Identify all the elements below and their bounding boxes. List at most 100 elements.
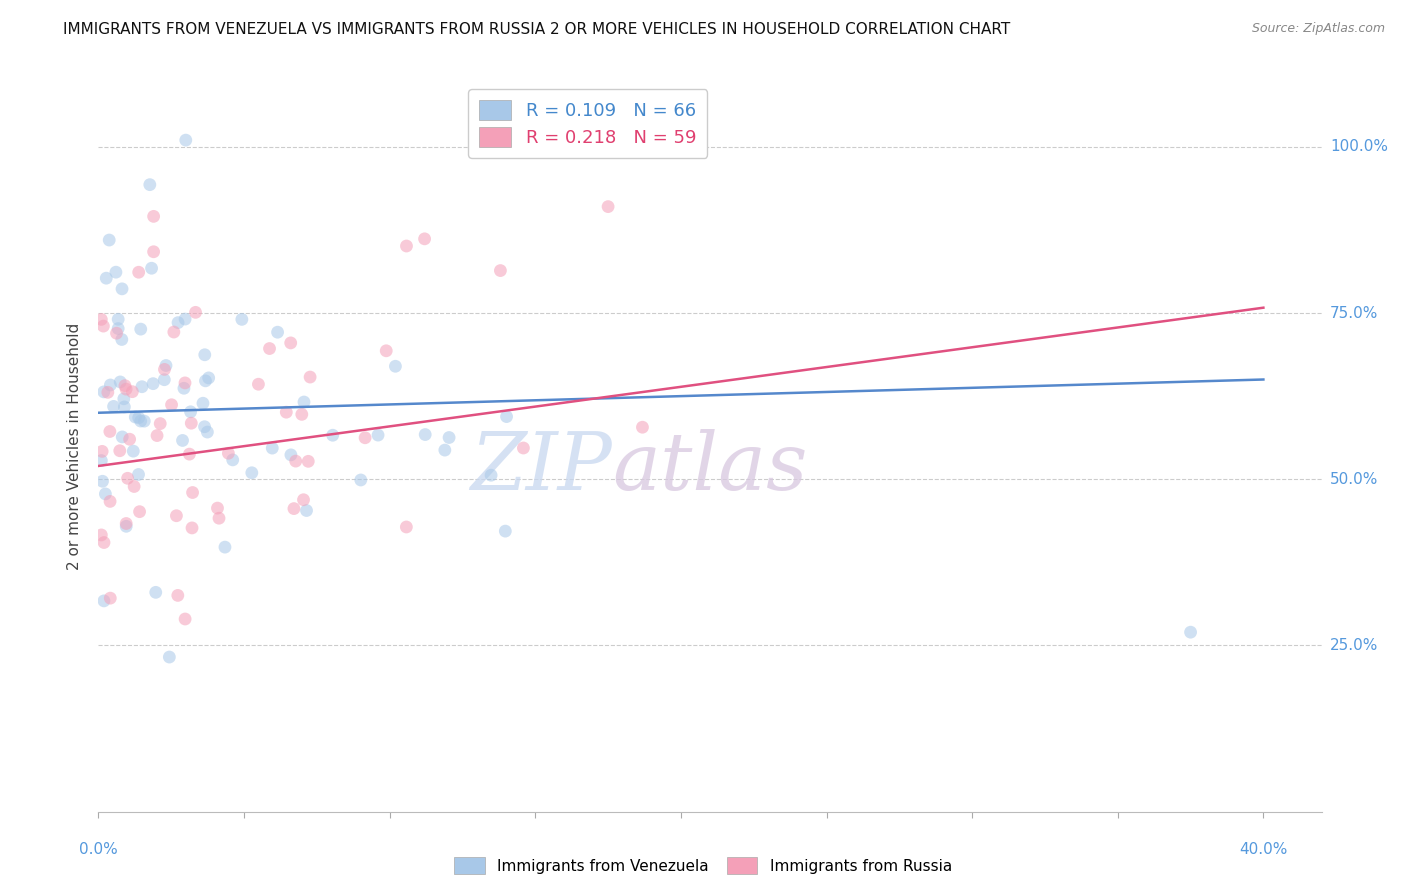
Point (195, 425, 218, 439)
Point (174, 312, 197, 326)
Point (174, 376, 197, 390)
Point (114, 378, 136, 392)
Point (98, 591, 121, 606)
Point (108, 443, 131, 458)
Point (153, 362, 176, 376)
Point (437, 430, 460, 444)
Point (121, 384, 143, 399)
Point (222, 453, 245, 467)
Point (128, 467, 150, 482)
Point (128, 410, 150, 425)
Point (93, 319, 115, 334)
Y-axis label: 2 or more Vehicles in Household: 2 or more Vehicles in Household (67, 322, 83, 570)
Point (174, 133, 197, 147)
Point (292, 395, 315, 409)
Point (111, 282, 134, 296)
Point (495, 409, 517, 424)
Point (115, 516, 138, 531)
Point (194, 374, 217, 388)
Point (90, 528, 112, 542)
Text: 0.0%: 0.0% (79, 842, 118, 857)
Point (184, 305, 207, 319)
Point (139, 178, 162, 192)
Point (124, 410, 146, 425)
Point (100, 378, 122, 392)
Point (163, 325, 186, 339)
Point (259, 342, 281, 356)
Point (122, 444, 145, 458)
Point (142, 210, 165, 224)
Point (194, 348, 217, 362)
Point (494, 524, 516, 538)
Point (108, 375, 131, 389)
Text: IMMIGRANTS FROM VENEZUELA VS IMMIGRANTS FROM RUSSIA 2 OR MORE VEHICLES IN HOUSEH: IMMIGRANTS FROM VENEZUELA VS IMMIGRANTS … (63, 22, 1011, 37)
Point (231, 312, 253, 326)
Point (181, 485, 204, 500)
Point (179, 447, 201, 461)
Point (395, 520, 418, 534)
Text: 25.0%: 25.0% (1330, 638, 1378, 653)
Point (96, 271, 118, 285)
Point (214, 540, 236, 554)
Point (280, 448, 302, 462)
Point (262, 441, 284, 455)
Point (128, 505, 150, 519)
Point (1180, 625, 1202, 640)
Point (181, 521, 204, 535)
Point (350, 473, 373, 487)
Point (160, 398, 183, 412)
Point (433, 443, 456, 458)
Text: atlas: atlas (612, 429, 807, 507)
Point (90, 312, 112, 326)
Text: 75.0%: 75.0% (1330, 306, 1378, 320)
Point (191, 396, 214, 410)
Point (103, 400, 125, 414)
Point (596, 200, 619, 214)
Point (180, 416, 202, 430)
Point (280, 335, 302, 350)
Point (297, 454, 319, 468)
Point (193, 419, 215, 434)
Point (112, 400, 135, 414)
Point (157, 650, 180, 665)
Point (118, 432, 141, 446)
Point (112, 392, 135, 406)
Point (413, 232, 436, 246)
Point (367, 428, 389, 442)
Point (247, 377, 270, 392)
Point (98, 233, 121, 247)
Point (142, 376, 165, 391)
Point (149, 417, 172, 431)
Point (131, 380, 153, 394)
Point (115, 382, 138, 396)
Point (91, 475, 114, 489)
Point (134, 414, 156, 428)
Text: Source: ZipAtlas.com: Source: ZipAtlas.com (1251, 22, 1385, 36)
Point (129, 414, 152, 428)
Point (174, 612, 197, 626)
Point (173, 381, 195, 395)
Point (93, 594, 115, 608)
Point (512, 441, 534, 455)
Point (180, 405, 202, 419)
Point (145, 585, 167, 599)
Point (98, 425, 121, 439)
Point (266, 325, 288, 339)
Point (111, 333, 134, 347)
Point (146, 428, 169, 442)
Point (276, 405, 298, 419)
Point (122, 479, 145, 493)
Text: 100.0%: 100.0% (1330, 139, 1388, 154)
Point (291, 408, 314, 422)
Point (155, 359, 177, 373)
Point (395, 239, 418, 253)
Text: 40.0%: 40.0% (1239, 842, 1288, 857)
Point (105, 326, 128, 341)
Point (141, 261, 163, 276)
Point (165, 508, 187, 523)
Point (375, 343, 398, 358)
Point (208, 511, 231, 525)
Point (104, 265, 127, 279)
Point (322, 428, 344, 442)
Point (129, 322, 152, 336)
